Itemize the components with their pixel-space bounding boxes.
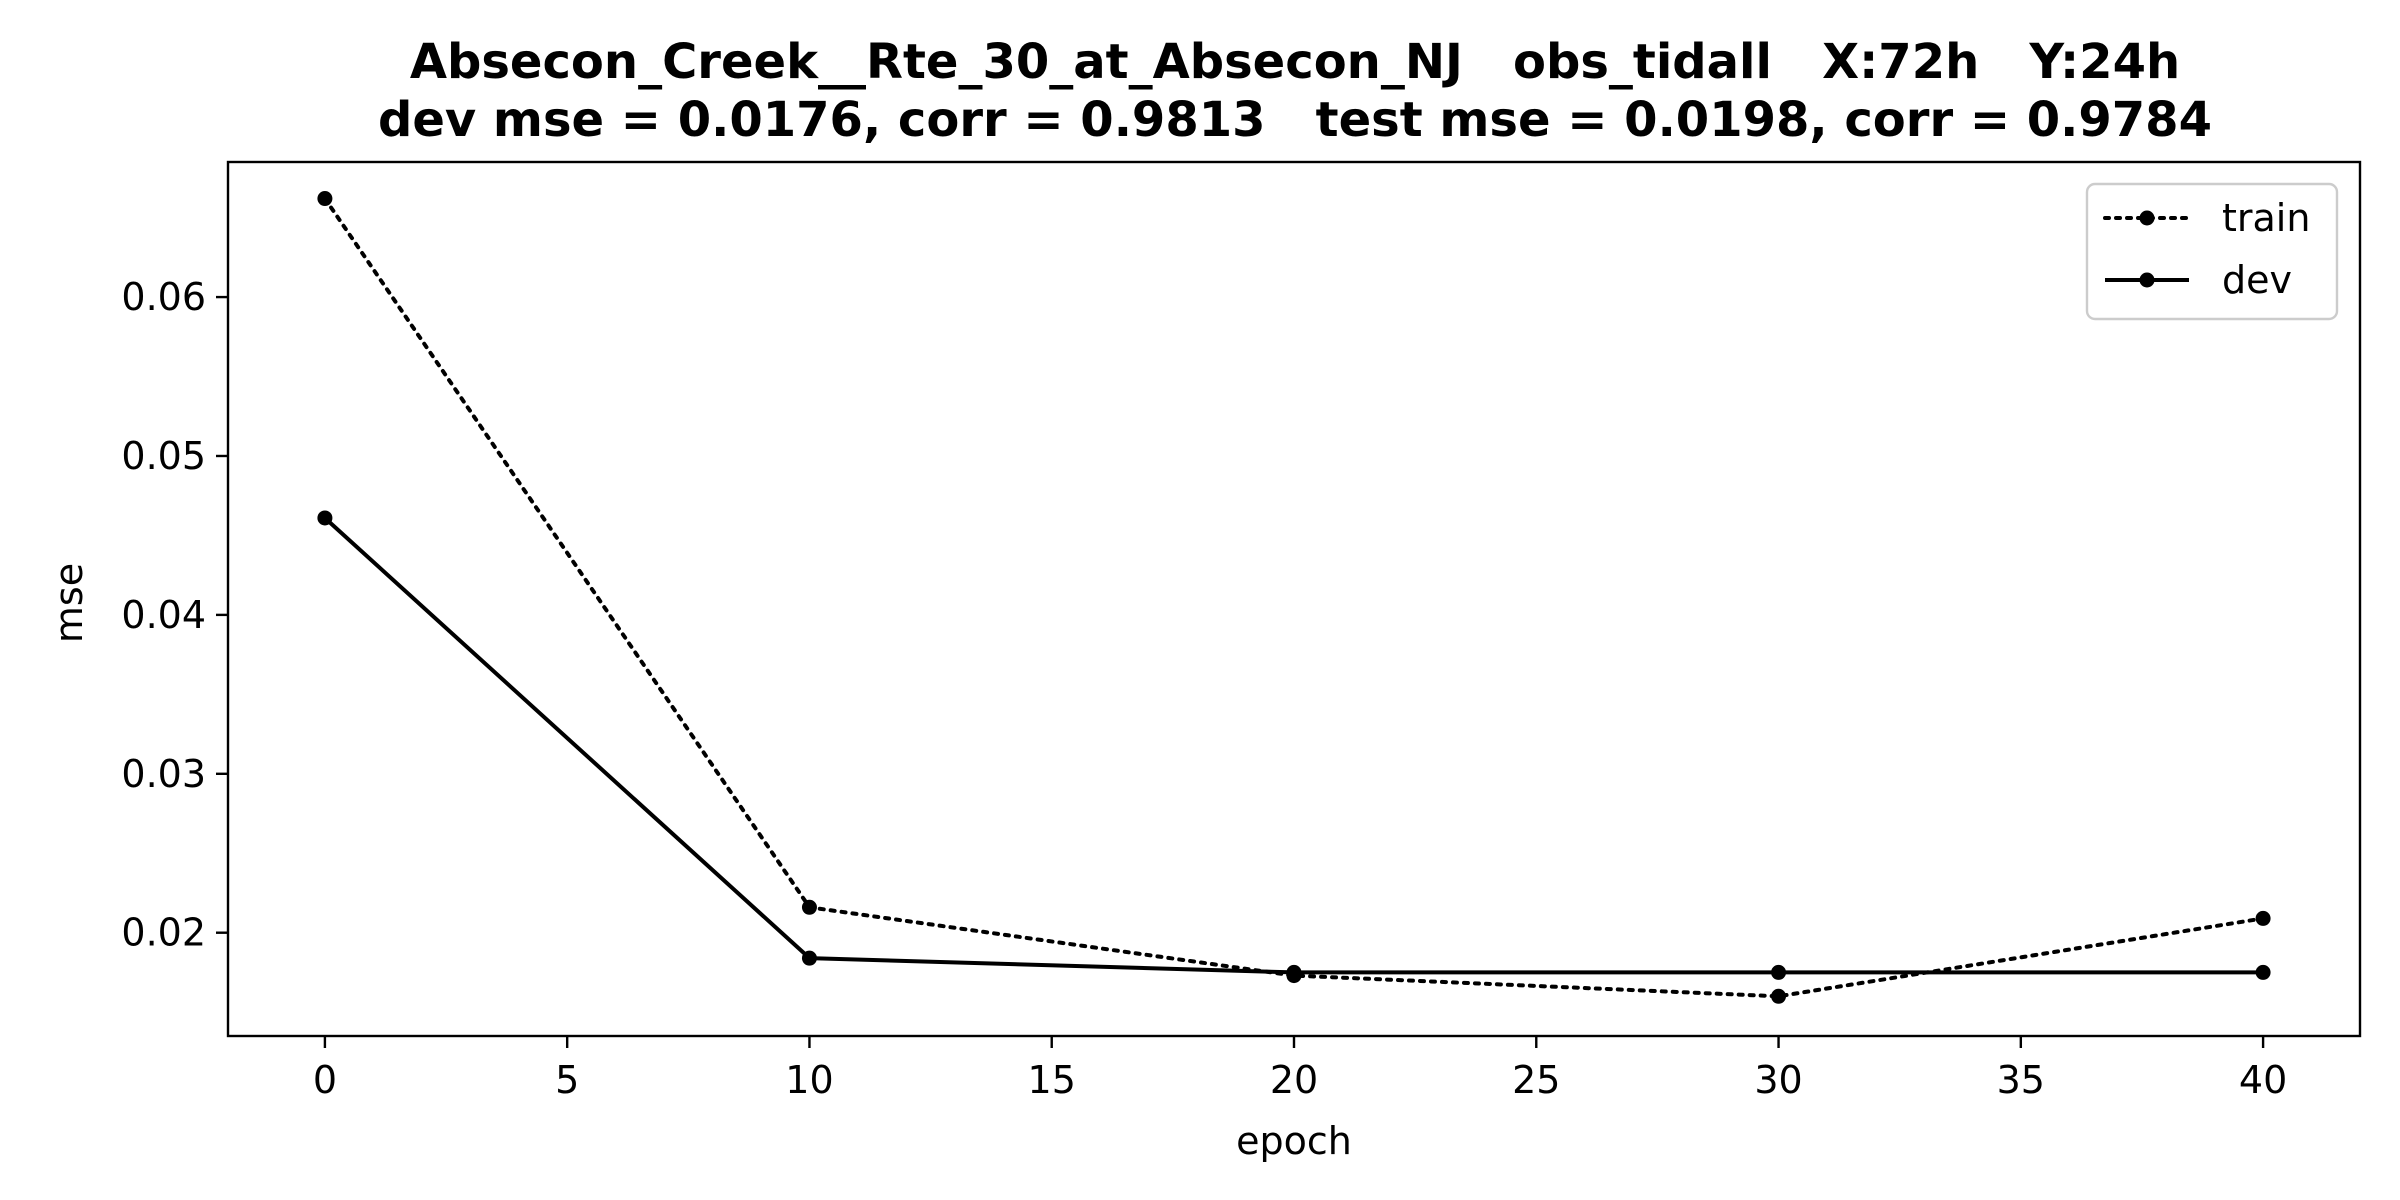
y-tick-label: 0.06	[121, 275, 206, 319]
legend-train-label: train	[2222, 196, 2310, 240]
plot-series	[317, 191, 2271, 1004]
x-tick-label: 30	[1754, 1058, 1802, 1102]
x-tick-label: 0	[313, 1058, 337, 1102]
x-tick-label: 20	[1270, 1058, 1318, 1102]
data-point-train	[2255, 910, 2271, 926]
x-axis-label: epoch	[1236, 1119, 1352, 1163]
y-tick-label: 0.02	[121, 911, 206, 955]
legend-dev-label: dev	[2222, 258, 2292, 302]
x-tick-label: 25	[1512, 1058, 1560, 1102]
data-point-train	[801, 899, 817, 915]
x-tick-label: 35	[1997, 1058, 2045, 1102]
x-tick-label: 10	[785, 1058, 833, 1102]
y-tick-label: 0.03	[121, 752, 206, 796]
data-point-dev	[801, 950, 817, 966]
data-point-dev	[1771, 964, 1787, 980]
data-point-dev	[317, 510, 333, 526]
x-tick-label: 15	[1028, 1058, 1076, 1102]
y-axis-label: mse	[47, 563, 91, 643]
x-tick-label: 5	[555, 1058, 579, 1102]
data-point-train	[1771, 988, 1787, 1004]
legend: train dev	[2085, 182, 2339, 321]
y-tick-label: 0.04	[121, 593, 206, 637]
data-point-train	[317, 191, 333, 207]
data-point-dev	[2255, 964, 2271, 980]
x-tick-label: 40	[2239, 1058, 2287, 1102]
chart-subtitle: dev mse = 0.0176, corr = 0.9813 test mse…	[378, 92, 2212, 148]
legend-train-marker	[2139, 210, 2155, 226]
chart-title: Absecon_Creek__Rte_30_at_Absecon_NJ obs_…	[410, 34, 2180, 90]
data-point-dev	[1286, 964, 1302, 980]
y-tick-label: 0.05	[121, 434, 206, 478]
x-axis-ticks: 0 5 10 15 20 25 30 35 40	[313, 1036, 2287, 1102]
y-axis-ticks: 0.02 0.03 0.04 0.05 0.06	[121, 275, 228, 955]
plot-frame	[226, 160, 2362, 1038]
legend-dev-marker	[2139, 272, 2155, 288]
